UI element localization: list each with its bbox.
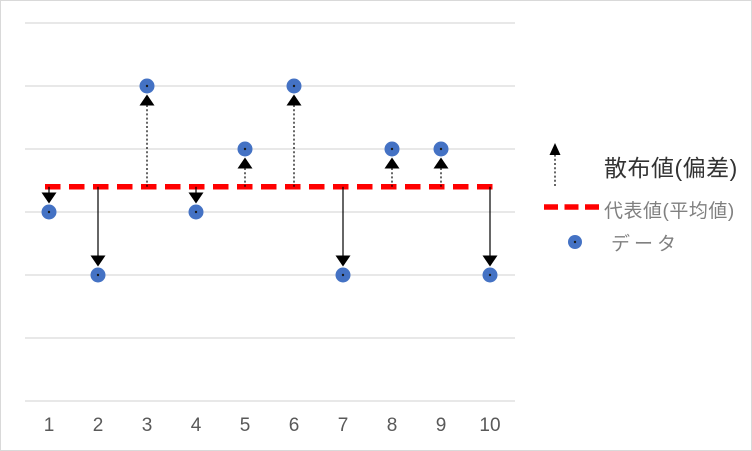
arrow-head	[482, 255, 498, 267]
data-point-center	[47, 210, 51, 214]
data-point-center	[96, 273, 100, 277]
data-point	[41, 204, 57, 220]
data-point	[482, 267, 498, 283]
deviation-arrow-up	[433, 157, 449, 187]
arrow-head	[237, 157, 253, 169]
gridlines	[25, 22, 515, 402]
x-tick-label: 7	[338, 415, 349, 436]
data-point-center	[488, 273, 492, 277]
x-tick-label: 2	[93, 415, 104, 436]
x-tick-label: 4	[191, 415, 202, 436]
data-point-center	[145, 84, 149, 88]
data-point	[384, 141, 400, 157]
deviation-arrow-down	[41, 186, 57, 204]
data-point	[433, 141, 449, 157]
deviation-arrow-down	[188, 186, 204, 204]
data-points	[41, 78, 498, 283]
deviation-arrows	[41, 94, 498, 267]
deviation-arrow-down	[482, 186, 498, 267]
x-axis-labels: 1 2 3 4 5 6 7 8 9 10	[44, 415, 501, 436]
arrow-head	[41, 192, 57, 204]
data-point	[139, 78, 155, 94]
data-point-center	[292, 84, 296, 88]
data-point-center	[341, 273, 345, 277]
data-point-center	[243, 147, 247, 151]
arrow-head	[433, 157, 449, 169]
x-tick-label: 6	[289, 415, 300, 436]
arrow-head	[139, 94, 155, 106]
deviation-arrow-up	[384, 157, 400, 187]
data-point	[188, 204, 204, 220]
data-point-center	[390, 147, 394, 151]
deviation-arrow-up	[237, 157, 253, 187]
x-tick-label: 3	[142, 415, 153, 436]
arrow-head	[286, 94, 302, 106]
x-tick-label: 8	[387, 415, 398, 436]
x-tick-label: 1	[44, 415, 55, 436]
data-point	[237, 141, 253, 157]
arrow-head	[188, 192, 204, 204]
arrow-head	[384, 157, 400, 169]
x-tick-label: 5	[240, 415, 251, 436]
arrow-head	[335, 255, 351, 267]
deviation-arrow-down	[335, 186, 351, 267]
arrow-head	[90, 255, 106, 267]
data-point-center	[439, 147, 443, 151]
x-tick-label: 10	[479, 415, 500, 436]
x-tick-label: 9	[436, 415, 447, 436]
data-point	[286, 78, 302, 94]
data-point-center	[194, 210, 198, 214]
deviation-arrow-up	[286, 94, 302, 187]
deviation-arrow-down	[90, 186, 106, 267]
data-point	[335, 267, 351, 283]
data-point	[90, 267, 106, 283]
deviation-arrow-up	[139, 94, 155, 187]
